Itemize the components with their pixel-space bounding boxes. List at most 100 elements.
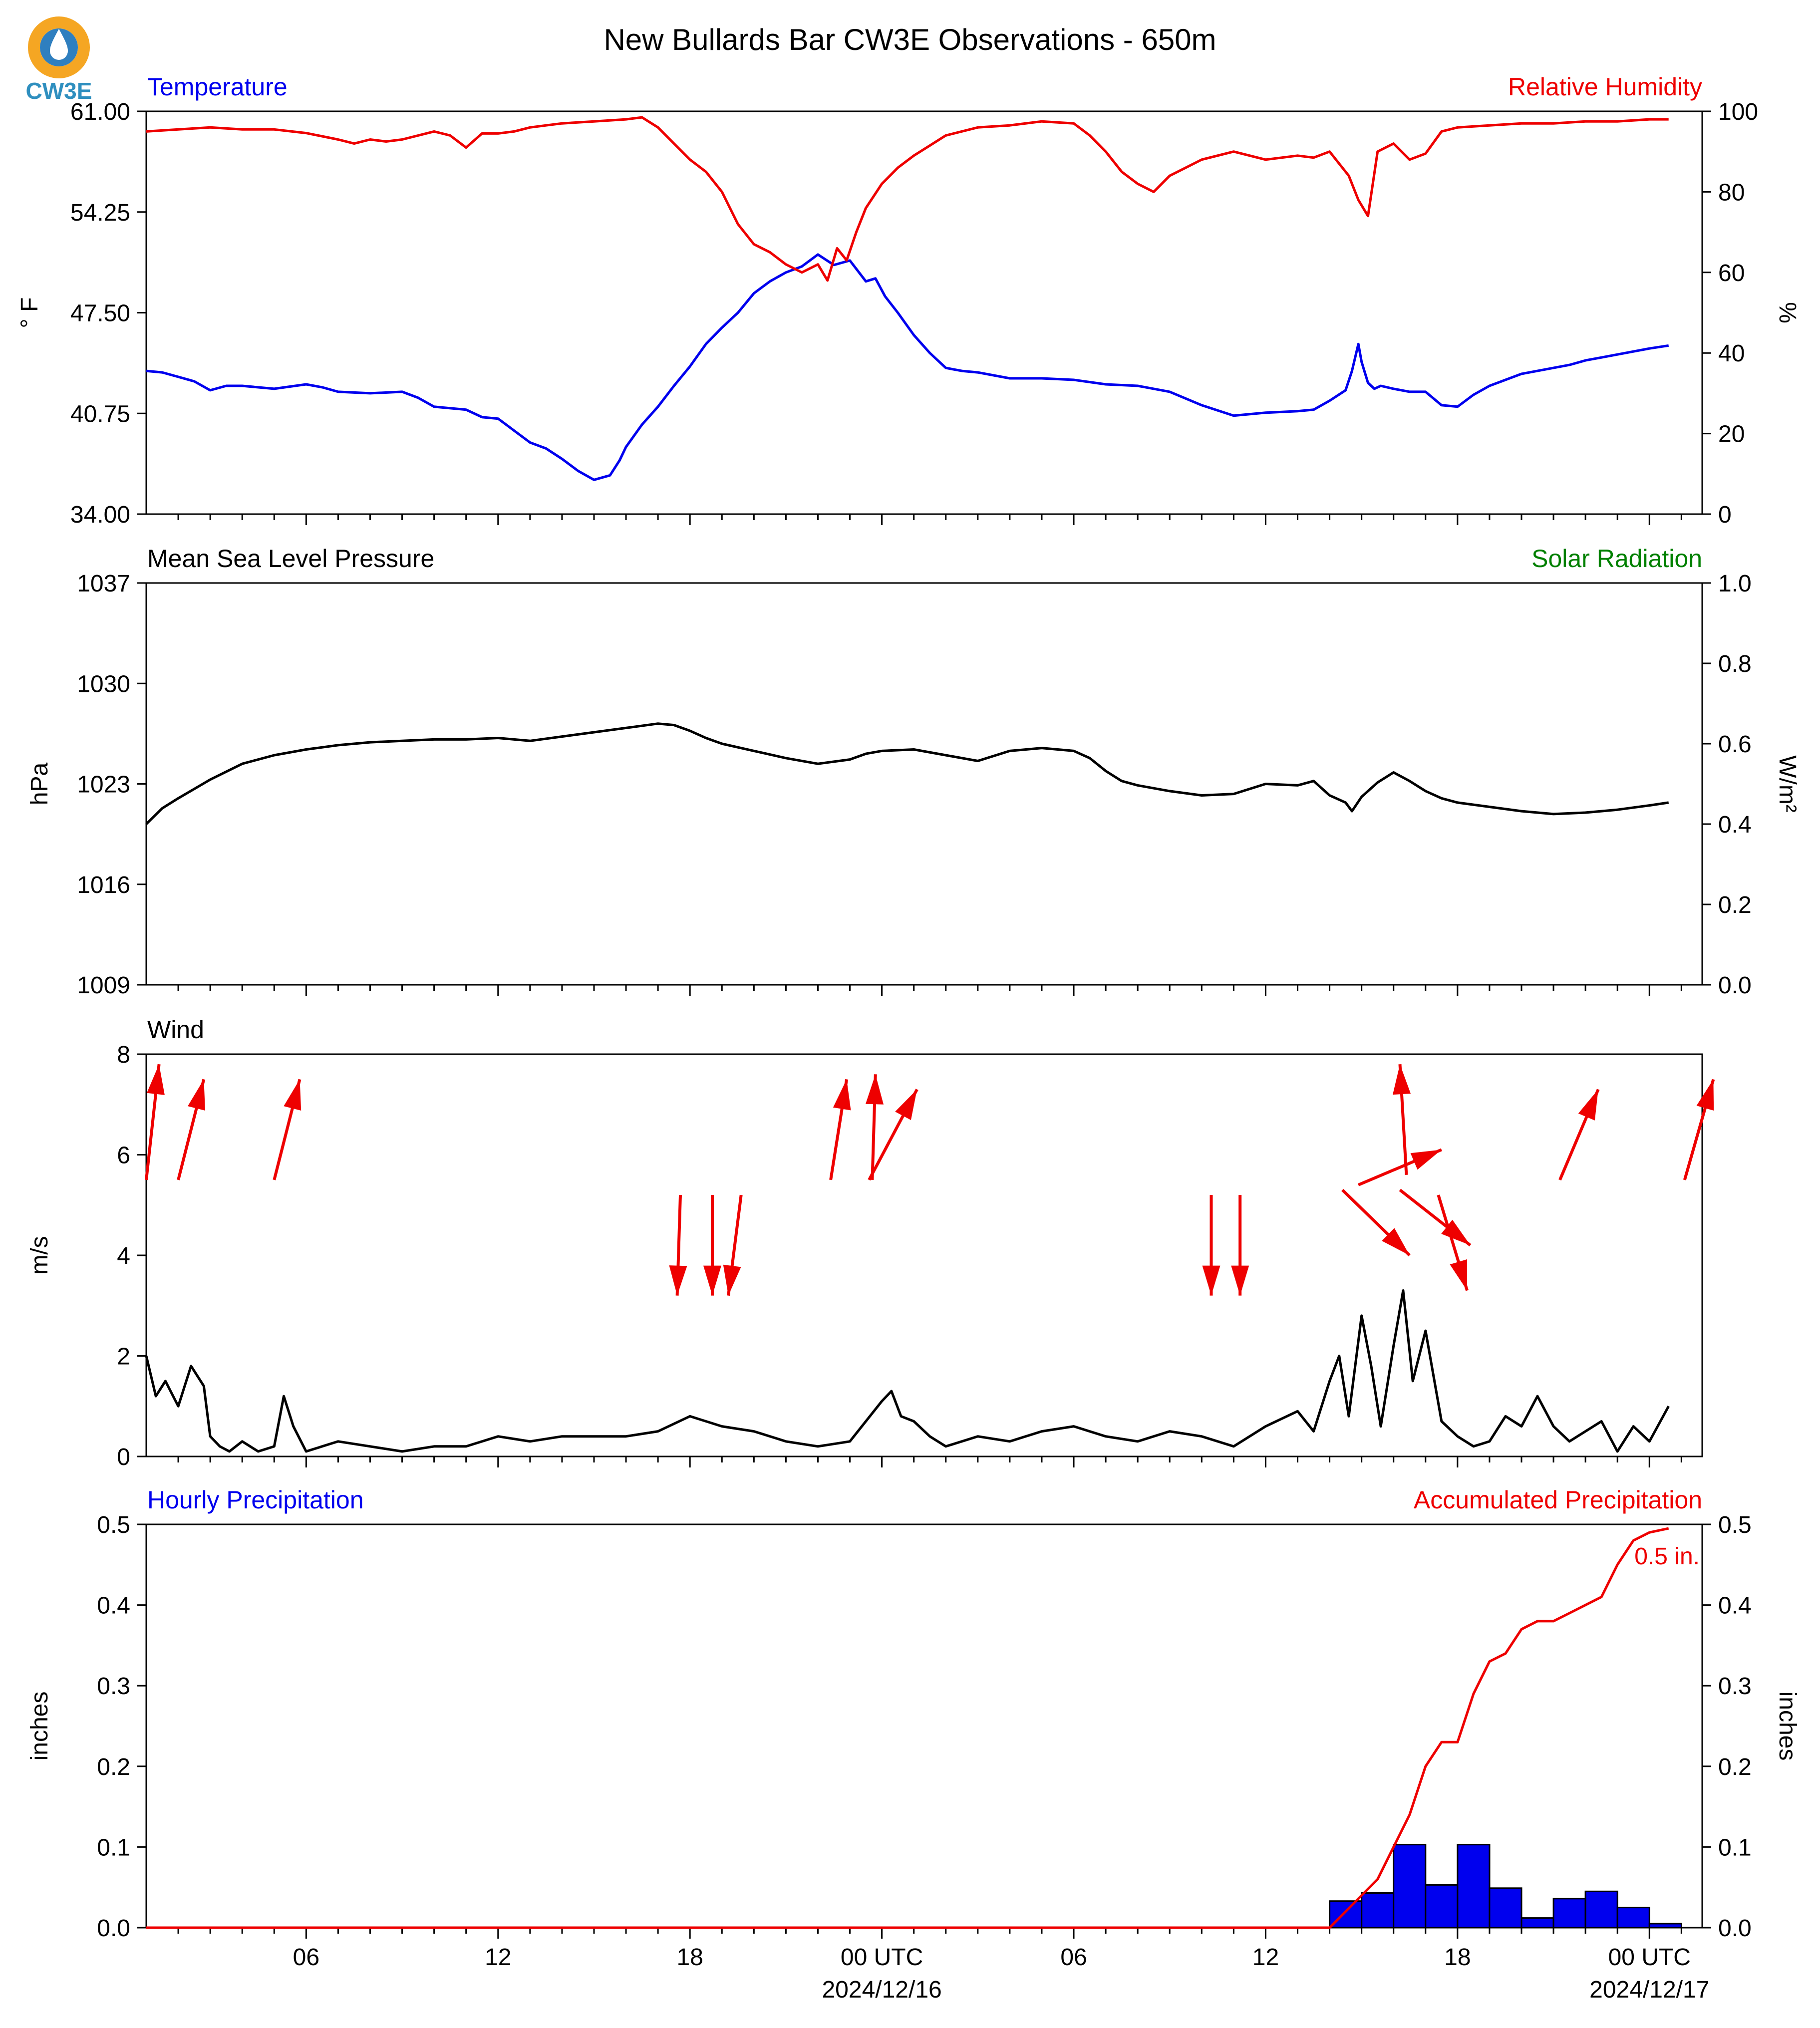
wind-arrow (1393, 1064, 1411, 1175)
wind-arrow (273, 1079, 302, 1180)
y-tick-label-left: 0.2 (97, 1754, 130, 1780)
y-tick-label-right: 40 (1718, 340, 1745, 367)
precip-bar (1361, 1892, 1395, 1929)
panel-4: Hourly Precipitation Accumulated Precipit… (26, 1486, 1801, 2003)
precip-bar (1616, 1907, 1650, 1929)
logo-water-drop-icon (50, 29, 68, 60)
y-tick-label-left: 47.50 (70, 300, 130, 327)
precip-bar (1648, 1923, 1682, 1929)
y-axis-label-left: hPa (26, 762, 53, 805)
y-tick-label-left: 4 (117, 1243, 130, 1269)
wind-arrow-head-icon (1578, 1089, 1598, 1121)
panel-title-right: Accumulated Precipitation (1414, 1486, 1702, 1514)
wind-arrow (868, 1089, 918, 1181)
y-tick-label-left: 0.0 (97, 1915, 130, 1942)
x-tick-label: 18 (1444, 1944, 1471, 1971)
y-tick-label-left: 0.3 (97, 1673, 130, 1700)
precip-bar (1584, 1890, 1618, 1929)
y-tick-label-left: 1016 (77, 872, 130, 898)
y-tick-label-right: 1.0 (1718, 571, 1752, 597)
y-tick-label-left: 1009 (77, 972, 130, 999)
wind-arrow-head-icon (1382, 1228, 1410, 1255)
x-date-label: 2024/12/17 (1589, 1977, 1709, 2003)
wind-arrow-head-icon (147, 1064, 165, 1095)
precip-bar (1425, 1884, 1459, 1929)
wind-arrow (703, 1195, 721, 1296)
panel-frame (145, 1053, 1703, 1457)
panel-3: Wind 8 6 4 2 0 m/s (26, 1016, 1715, 1470)
x-tick-label: 06 (293, 1944, 319, 1971)
wind-arrow (177, 1079, 206, 1180)
wind-arrow-head-icon (1450, 1259, 1468, 1291)
y-tick-label-left: 2 (117, 1344, 130, 1370)
panel-title-right: Solar Radiation (1531, 545, 1702, 573)
precip-bar (1520, 1917, 1554, 1929)
y-axis-label-left: inches (26, 1692, 53, 1761)
y-tick-label-right: 0.4 (1718, 812, 1752, 838)
mean-sea-level-pressure-line (145, 722, 1669, 825)
chart-title: New Bullards Bar CW3E Observations - 650… (604, 23, 1216, 56)
precip-bar (1552, 1898, 1586, 1929)
wind-arrow (866, 1074, 884, 1180)
wind-arrow-head-icon (1696, 1079, 1714, 1111)
y-tick-label-left: 0.5 (97, 1512, 130, 1538)
panel-title-right: Relative Humidity (1508, 73, 1702, 101)
logo-ring-icon (28, 16, 90, 78)
y-tick-label-left: 34.00 (70, 502, 130, 528)
y-tick-label-right: 60 (1718, 260, 1745, 287)
wind-arrow (669, 1195, 687, 1296)
y-tick-label-left: 0.4 (97, 1593, 130, 1619)
panel-1: Temperature Relative Humidity 61.00 54.25 47… (16, 73, 1801, 528)
wind-arrow-head-icon (723, 1264, 741, 1296)
y-tick-label-left: 40.75 (70, 401, 130, 427)
wind-arrow (145, 1064, 165, 1180)
wind-arrow (1358, 1148, 1442, 1186)
panel-title-left: Hourly Precipitation (147, 1486, 364, 1514)
temperature-line (146, 253, 1669, 481)
y-tick-label-left: 6 (117, 1143, 130, 1169)
wind-arrow-head-icon (1202, 1265, 1220, 1296)
panel-frame (145, 110, 1703, 515)
x-tick-label: 12 (1252, 1944, 1279, 1971)
x-tick-label: 00 UTC (1608, 1944, 1691, 1971)
y-axis-label-right: inches (1774, 1692, 1801, 1761)
y-tick-label-right: 0.4 (1718, 1593, 1752, 1619)
wind-arrow-head-icon (669, 1265, 687, 1296)
x-tick-label: 12 (485, 1944, 511, 1971)
panel-2: Mean Sea Level Pressure Solar Radiation 10… (26, 545, 1801, 999)
wind-arrow-head-icon (866, 1074, 884, 1105)
y-tick-label-left: 0 (117, 1444, 130, 1470)
wind-arrow (1558, 1089, 1600, 1181)
y-axis-label-left: m/s (26, 1236, 53, 1274)
y-tick-label-right: 80 (1718, 179, 1745, 206)
y-tick-label-left: 1030 (77, 671, 130, 697)
y-tick-label-right: 0.1 (1718, 1834, 1752, 1861)
y-tick-label-right: 0.2 (1718, 1754, 1752, 1780)
y-tick-label-right: 0.6 (1718, 731, 1752, 758)
y-tick-label-right: 0.8 (1718, 651, 1752, 677)
wind-arrow (1341, 1188, 1411, 1257)
precip-bar (1489, 1887, 1522, 1929)
y-tick-label-right: 0 (1718, 502, 1732, 528)
y-tick-label-right: 100 (1718, 99, 1758, 125)
panel-frame (145, 582, 1703, 986)
y-tick-label-right: 0.5 (1718, 1512, 1752, 1538)
panel-title-left: Temperature (147, 73, 288, 101)
wind-arrow (1683, 1079, 1715, 1180)
y-tick-label-right: 0.2 (1718, 892, 1752, 918)
wind-arrow-head-icon (895, 1089, 917, 1120)
y-tick-label-left: 61.00 (70, 99, 130, 125)
wind-arrow (1399, 1188, 1472, 1247)
precip-bar (1393, 1844, 1427, 1929)
y-tick-label-left: 54.25 (70, 200, 130, 226)
relative-humidity-line (146, 116, 1669, 282)
logo-text: CW3E (26, 78, 92, 104)
wind-speed-line (145, 1289, 1670, 1453)
y-tick-label-left: 0.1 (97, 1834, 130, 1861)
x-tick-label: 00 UTC (841, 1944, 923, 1971)
accumulated-precipitation-line (146, 1527, 1669, 1929)
wind-arrow-head-icon (833, 1079, 851, 1111)
wind-arrow (723, 1194, 743, 1296)
wind-arrow-head-icon (188, 1079, 205, 1111)
